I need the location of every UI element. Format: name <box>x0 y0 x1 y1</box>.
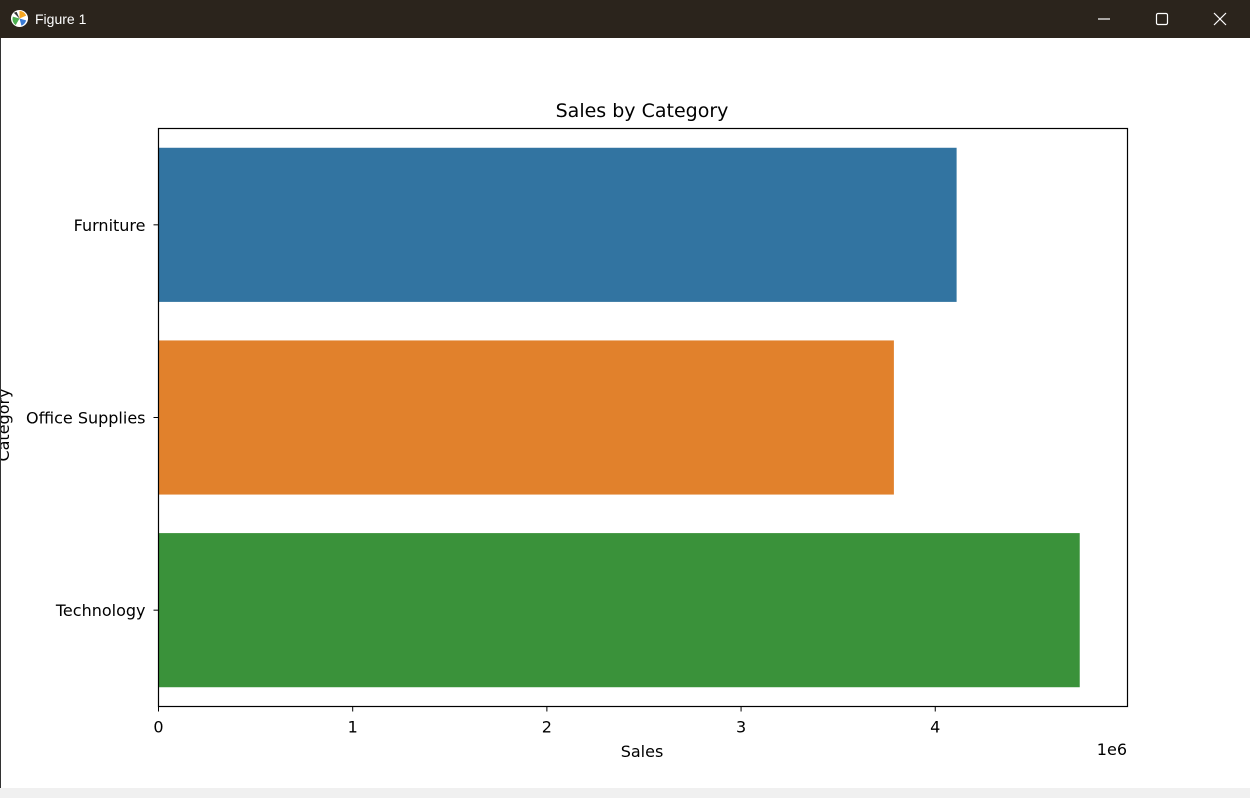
maximize-button[interactable] <box>1133 0 1191 38</box>
minimize-button[interactable] <box>1075 0 1133 38</box>
close-button[interactable] <box>1191 0 1249 38</box>
x-tick-label: 2 <box>542 718 552 737</box>
y-axis-label: Category <box>1 388 13 461</box>
bars-layer <box>158 147 1080 688</box>
window-title: Figure 1 <box>35 11 87 27</box>
window-titlebar: Figure 1 <box>0 0 1250 38</box>
minimize-icon <box>1098 18 1110 20</box>
figure-canvas: Sales by Category Furniture Office Suppli… <box>0 38 1250 788</box>
close-icon <box>1213 12 1227 26</box>
plot-frame <box>157 127 1129 708</box>
y-tick-label: Furniture <box>74 216 146 235</box>
x-axis-label: Sales <box>621 742 664 761</box>
chart-title: Sales by Category <box>556 100 729 122</box>
bar-office-supplies <box>158 340 894 495</box>
y-tick-label: Office Supplies <box>26 409 145 428</box>
y-ticks: Furniture Office Supplies Technology <box>26 216 159 620</box>
maximize-icon <box>1155 12 1169 26</box>
matplotlib-icon <box>10 9 29 28</box>
x-axis-offset-label: 1e6 <box>1097 740 1127 759</box>
x-tick-label: 0 <box>153 718 163 737</box>
status-bar <box>0 788 1250 798</box>
bar-technology <box>158 533 1080 688</box>
x-tick-label: 1 <box>348 718 358 737</box>
bar-furniture <box>158 147 957 302</box>
x-ticks: 0 1 2 3 4 <box>153 706 940 737</box>
bar-chart: Sales by Category Furniture Office Suppli… <box>0 100 1129 761</box>
y-tick-label: Technology <box>55 601 146 620</box>
x-tick-label: 3 <box>736 718 746 737</box>
x-tick-label: 4 <box>930 718 940 737</box>
